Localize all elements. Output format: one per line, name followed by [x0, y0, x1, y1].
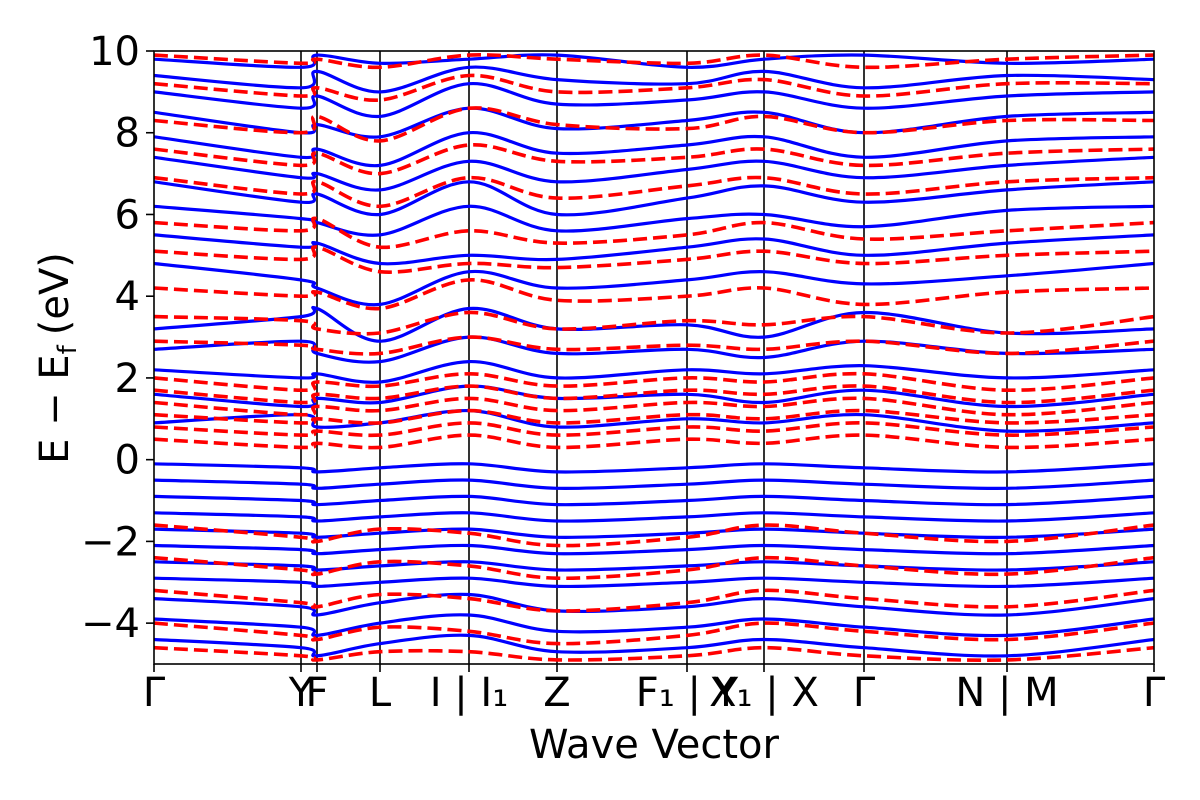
- solid-band-line: [154, 359, 1154, 384]
- y-tick-label: 8: [115, 111, 140, 157]
- solid-band-line: [154, 462, 1154, 474]
- y-tick-label: 10: [89, 29, 140, 75]
- x-tick-label: F₁ | Y: [636, 670, 739, 716]
- solid-band-line: [154, 305, 1154, 343]
- solid-band-line: [154, 511, 1154, 523]
- dashed-band-line: [154, 106, 1154, 143]
- solid-band-line: [154, 180, 1154, 217]
- y-axis-ticks: −4 −2 0 2 4 6 8 10: [81, 29, 154, 647]
- x-tick-label: X₁ | X: [709, 670, 819, 716]
- solid-band-line: [154, 53, 1154, 69]
- dashed-band-line: [154, 408, 1154, 425]
- solid-band-line: [154, 613, 1154, 638]
- solid-band-line: [154, 560, 1154, 572]
- plot-frame: [153, 50, 1155, 665]
- dashed-band-line: [154, 523, 1154, 548]
- solid-band-line: [154, 384, 1154, 409]
- x-tick-label: Γ: [853, 670, 876, 716]
- y-tick-label: 4: [115, 274, 140, 320]
- solid-band-line: [154, 494, 1154, 507]
- dashed-band-line: [154, 645, 1154, 663]
- dashed-band-line: [154, 73, 1154, 102]
- y-axis-label-subscript: f: [53, 344, 83, 354]
- solid-band-line: [154, 576, 1154, 589]
- solid-band-line: [154, 65, 1154, 94]
- solid-band-line: [154, 233, 1154, 266]
- dashed-band-line: [154, 310, 1154, 336]
- dashed-band-line: [154, 433, 1154, 450]
- solid-band-line: [154, 543, 1154, 556]
- x-tick-label: Y: [288, 670, 314, 716]
- y-tick-label: 0: [115, 438, 140, 484]
- solid-band-line: [154, 527, 1154, 539]
- dashed-band-line: [154, 53, 1154, 70]
- dashed-band-line: [154, 371, 1154, 393]
- dashed-band-line: [154, 175, 1154, 209]
- x-tick-label: F: [305, 670, 328, 716]
- solid-band-line: [154, 408, 1154, 433]
- dashed-band-line: [154, 621, 1154, 646]
- y-tick-label: 2: [115, 356, 140, 402]
- y-axis-label-main: E − E: [32, 354, 78, 464]
- x-tick-label: Z: [543, 670, 570, 716]
- y-tick-label: −4: [81, 601, 140, 647]
- solid-band-line: [154, 478, 1154, 490]
- y-tick-label: 6: [115, 192, 140, 238]
- dashed-band-line: [154, 588, 1154, 613]
- dashed-band-line: [154, 396, 1154, 417]
- dashed-band-line: [154, 245, 1154, 274]
- x-axis-label: Wave Vector: [529, 722, 780, 768]
- x-tick-label: I | I₁: [430, 670, 509, 716]
- dashed-band-line: [154, 555, 1154, 581]
- dashed-band-line: [154, 335, 1154, 356]
- x-axis-ticks: Γ YF L I | I₁ Z F₁ | YX₁ | X Γ N | M Γ: [143, 664, 1166, 716]
- solid-band-line: [154, 82, 1154, 119]
- dashed-band-line: [154, 384, 1154, 405]
- solid-band-line: [154, 633, 1154, 658]
- solid-band-line: [154, 261, 1154, 307]
- band-lines: [154, 53, 1154, 663]
- x-tick-label: Γ: [1143, 670, 1166, 716]
- solid-band-line: [154, 335, 1154, 364]
- dashed-band-line: [154, 143, 1154, 176]
- x-tick-label: Γ: [143, 670, 166, 716]
- dashed-band-line: [154, 216, 1154, 250]
- solid-band-line: [154, 155, 1154, 192]
- dashed-band-line: [154, 421, 1154, 438]
- x-tick-label: N | M: [955, 670, 1058, 716]
- y-axis-label: E − Ef (eV): [32, 252, 83, 464]
- dashed-band-line: [154, 278, 1154, 311]
- y-tick-label: −2: [81, 519, 140, 565]
- x-tick-label: L: [369, 670, 392, 716]
- y-axis-label-unit: (eV): [32, 252, 78, 335]
